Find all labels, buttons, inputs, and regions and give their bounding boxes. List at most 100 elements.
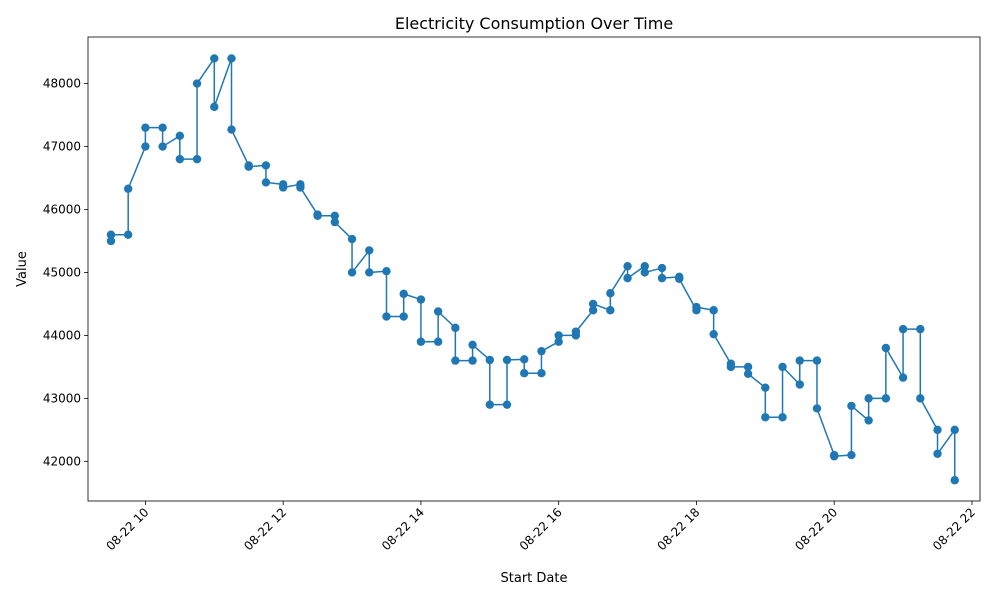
data-point: [709, 306, 718, 315]
data-point: [554, 337, 563, 346]
plot-frame: [87, 36, 981, 502]
data-point: [657, 273, 667, 283]
y-tick-label: 43000: [43, 391, 81, 405]
data-point: [778, 362, 787, 372]
data-point: [743, 362, 753, 372]
data-point: [330, 217, 340, 227]
data-point: [692, 302, 701, 312]
data-point: [192, 154, 202, 164]
data-point: [313, 211, 322, 220]
data-point: [123, 184, 133, 193]
data-point: [640, 261, 649, 271]
data-point: [141, 123, 150, 132]
data-point: [881, 394, 891, 403]
data-point: [210, 102, 219, 112]
data-point: [606, 289, 615, 298]
data-point: [709, 329, 718, 339]
data-point: [485, 400, 494, 409]
data-point: [761, 413, 770, 422]
data-point: [812, 356, 822, 365]
data-point: [416, 295, 426, 304]
data-point: [365, 246, 374, 255]
data-point: [520, 355, 529, 364]
data-point: [881, 343, 891, 353]
data-point: [606, 306, 615, 315]
data-point: [244, 162, 253, 171]
data-point: [433, 307, 443, 316]
data-point: [433, 337, 443, 346]
data-point: [261, 161, 271, 170]
data-point: [847, 401, 856, 411]
data-point: [916, 324, 925, 334]
data-point: [141, 142, 150, 151]
data-point: [830, 452, 839, 461]
y-tick-label: 46000: [43, 203, 81, 217]
data-point: [192, 79, 202, 88]
data-point: [520, 369, 529, 378]
data-point: [502, 400, 512, 409]
data-point: [347, 234, 357, 244]
data-point: [795, 380, 804, 389]
data-point: [485, 355, 494, 365]
y-tick-label: 45000: [43, 265, 81, 279]
data-point: [158, 123, 167, 132]
x-axis-label: Start Date: [501, 571, 568, 586]
data-point: [537, 346, 546, 356]
data-point: [106, 236, 116, 246]
data-point: [399, 312, 408, 321]
data-point: [657, 263, 667, 273]
data-point: [588, 299, 598, 309]
data-point: [588, 306, 598, 315]
data-point: [623, 273, 632, 283]
data-point: [623, 261, 632, 271]
data-point: [916, 394, 925, 403]
data-point: [795, 356, 804, 365]
data-point: [571, 327, 581, 336]
y-tick-label: 48000: [43, 77, 81, 91]
data-point: [296, 183, 305, 192]
data-point: [468, 356, 477, 365]
data-point: [399, 289, 408, 299]
data-point: [847, 450, 856, 460]
y-axis-label: Value: [15, 251, 30, 287]
data-point: [278, 183, 288, 192]
data-point: [382, 312, 391, 321]
data-point: [227, 125, 236, 134]
data-point: [175, 154, 185, 164]
data-point: [261, 178, 271, 187]
data-point: [761, 383, 770, 392]
data-point: [106, 230, 116, 239]
data-point: [864, 394, 873, 403]
data-point: [451, 356, 460, 365]
data-point: [330, 211, 340, 220]
data-point: [675, 274, 684, 283]
data-point: [175, 131, 185, 141]
y-tick-label: 42000: [43, 454, 81, 468]
data-point: [537, 369, 546, 378]
data-point: [210, 54, 219, 63]
data-point: [950, 425, 959, 435]
data-point: [382, 267, 391, 276]
data-point: [158, 142, 167, 151]
data-point: [743, 369, 753, 379]
data-point: [227, 54, 236, 63]
data-point: [416, 337, 426, 346]
chart-title: Electricity Consumption Over Time: [395, 14, 673, 33]
data-point: [123, 230, 133, 239]
data-point: [451, 323, 460, 333]
y-tick-label: 44000: [43, 328, 81, 342]
data-point: [502, 355, 512, 365]
data-point: [864, 416, 873, 425]
data-point: [640, 268, 649, 277]
data-point: [898, 324, 908, 334]
data-point: [778, 413, 787, 422]
y-tick-label: 47000: [43, 140, 81, 154]
data-point: [554, 331, 563, 340]
data-point: [933, 449, 942, 458]
data-point: [950, 476, 959, 485]
data-point: [812, 404, 822, 413]
data-point: [468, 340, 477, 350]
data-point: [365, 268, 374, 277]
